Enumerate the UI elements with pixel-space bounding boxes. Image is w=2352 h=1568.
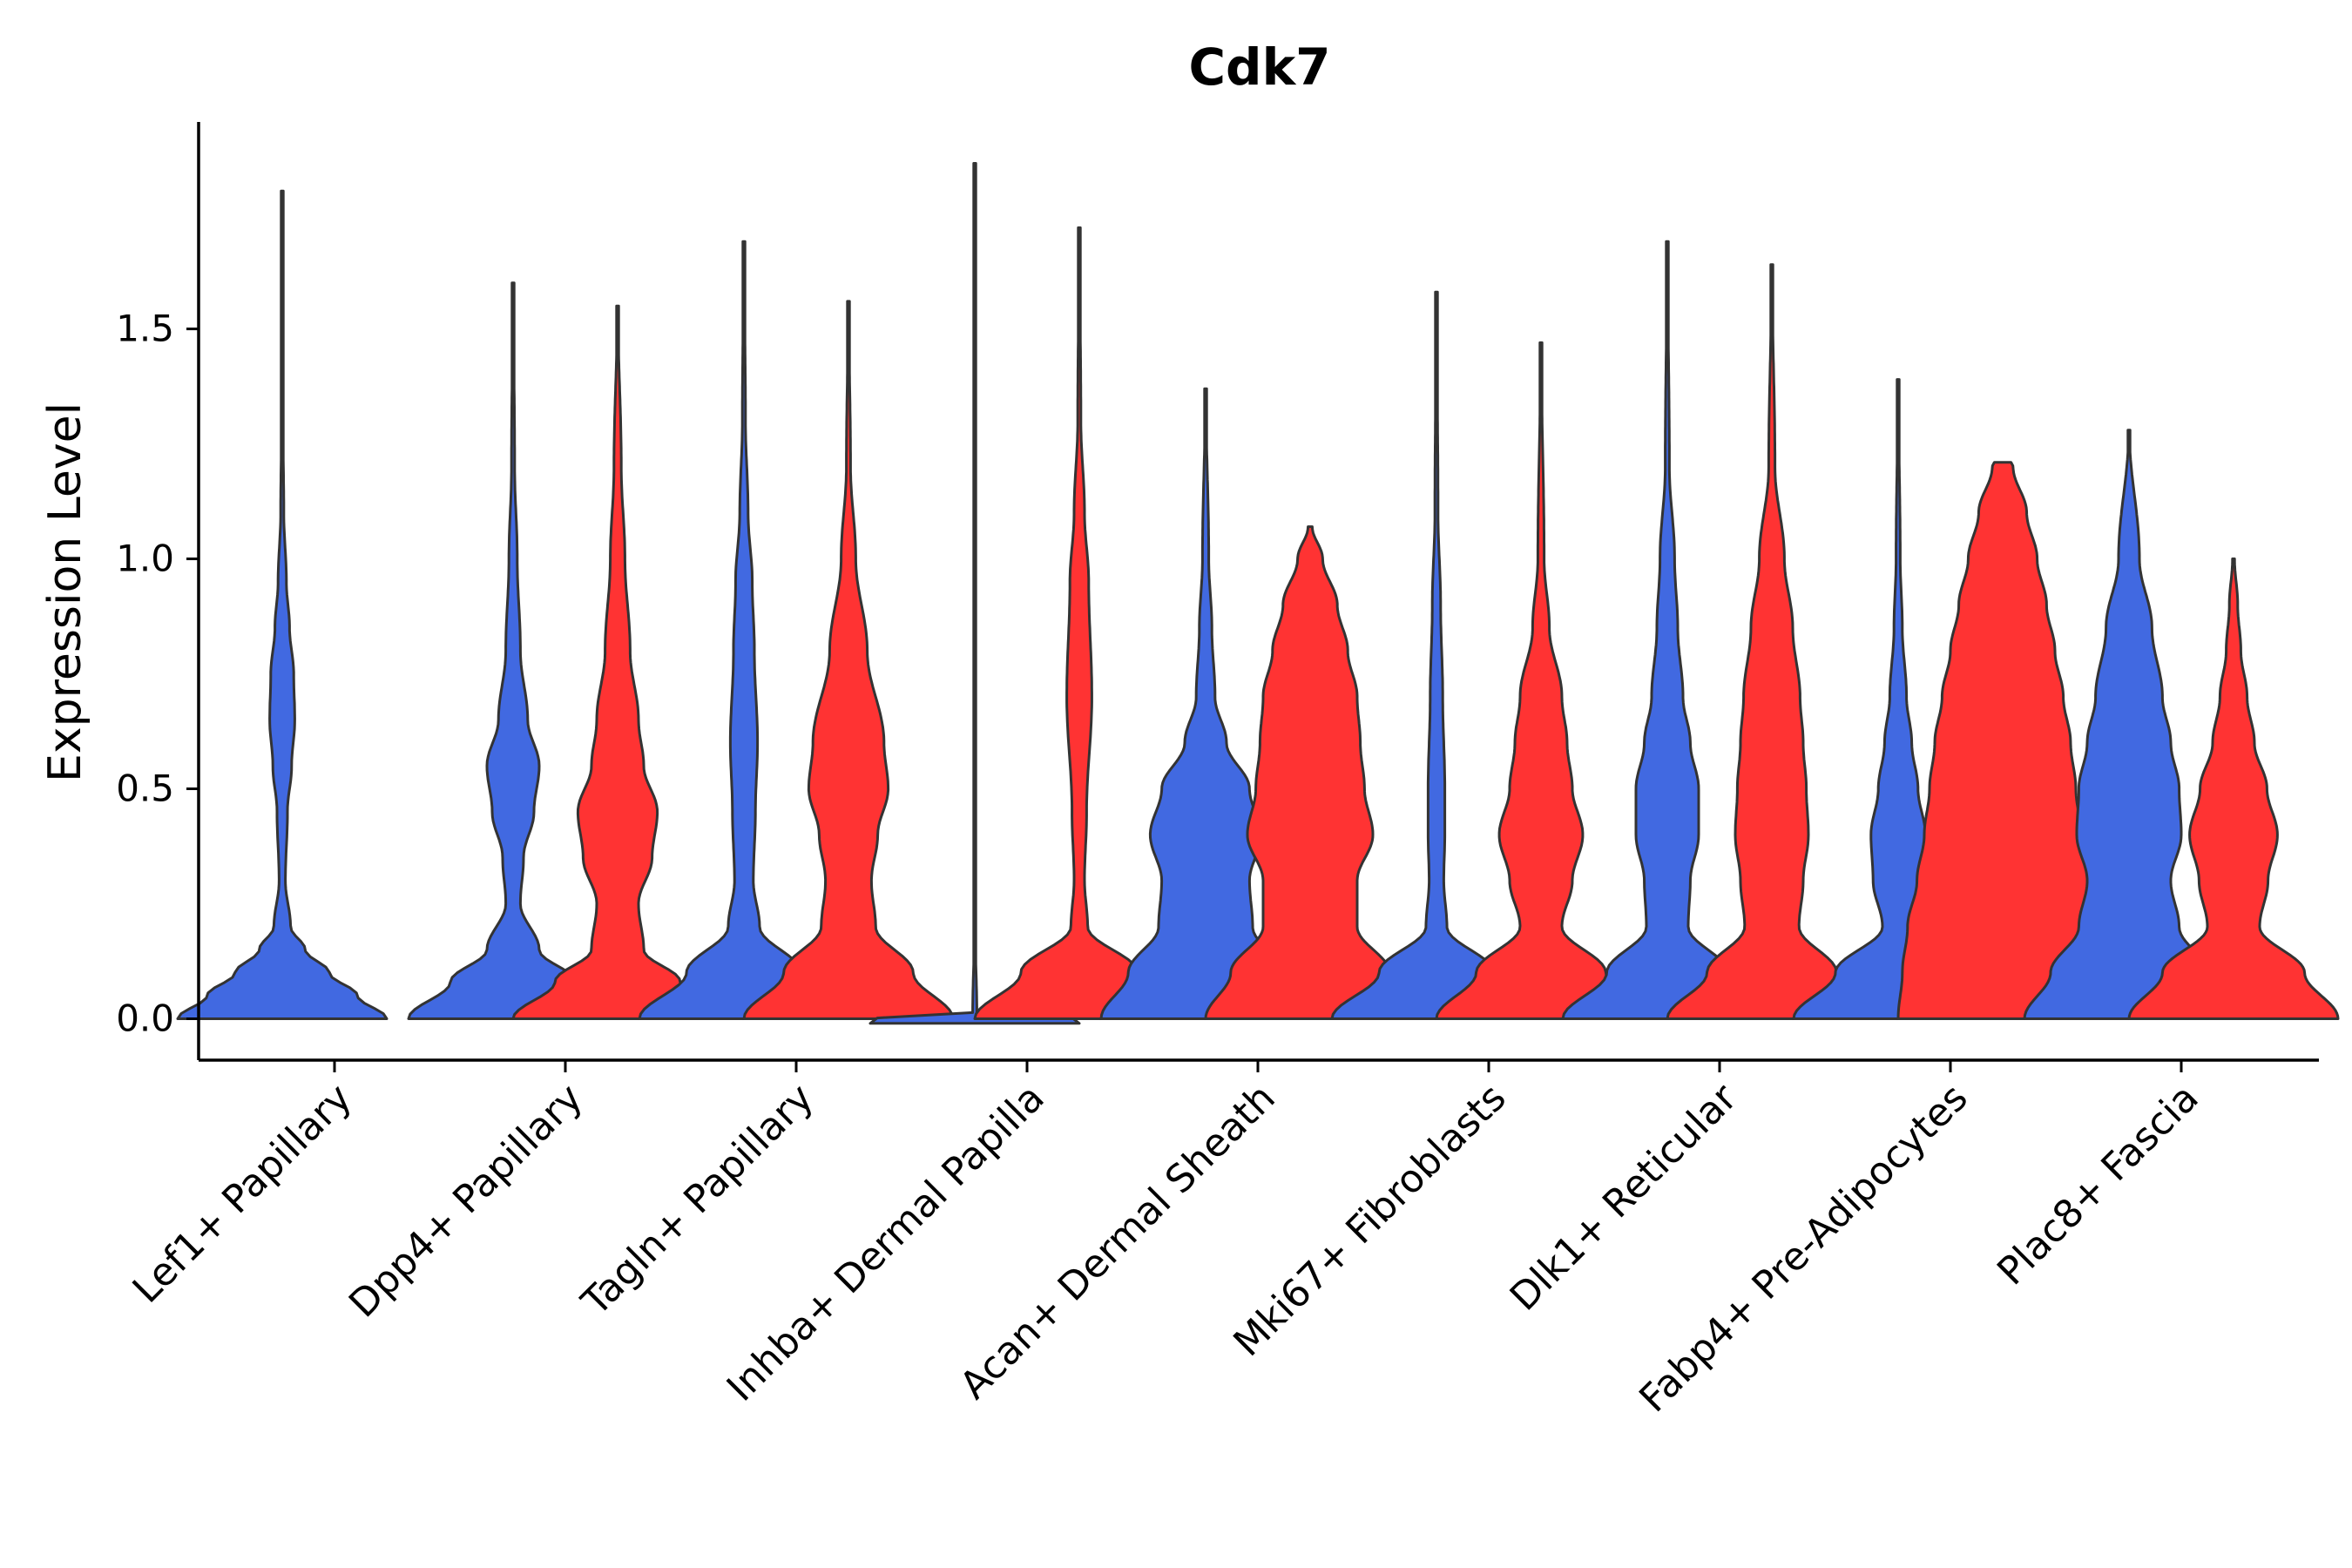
violin-lef1-papillary-1 <box>176 189 389 1020</box>
violin-acan-dermal-sheath-2 <box>1204 525 1416 1020</box>
chart-title: Cdk7 <box>1188 37 1330 97</box>
violin-inhba-dermal-papilla-2 <box>973 226 1186 1020</box>
violin-mki67-fibroblasts-2 <box>1435 341 1647 1020</box>
y-tick-label: 1.0 <box>116 537 174 580</box>
x-tick-label-dlk1-reticular: Dlk1+ Reticular <box>1502 1075 1747 1320</box>
violin-dlk1-reticular-2 <box>1666 263 1878 1020</box>
violin-mki67-fibroblasts-1 <box>1330 290 1543 1020</box>
violin-inhba-dermal-papilla-1 <box>868 162 1081 1025</box>
violin-dpp4-papillary-2 <box>511 304 724 1020</box>
y-tick-label: 0.5 <box>116 767 174 810</box>
violin-tagln-papillary-2 <box>742 300 955 1020</box>
y-tick-label: 1.5 <box>116 308 174 350</box>
violin-fabp4-pre-adipocytes-1 <box>1792 378 2004 1020</box>
violin-plac8-fascia-1 <box>2023 429 2235 1020</box>
x-tick-label-tagln-papillary: Tagln+ Papillary <box>573 1076 822 1325</box>
x-tick-label-lef1-papillary: Lef1+ Papillary <box>125 1076 361 1312</box>
violin-dlk1-reticular-1 <box>1561 240 1774 1020</box>
x-tick-label-dpp4-papillary: Dpp4+ Papillary <box>341 1076 591 1327</box>
y-axis-label: Expression Level <box>39 402 91 782</box>
violin-group <box>176 162 2340 1025</box>
y-tick-label: 0.0 <box>116 997 174 1039</box>
violin-tagln-papillary-1 <box>638 240 850 1020</box>
violin-plac8-fascia-2 <box>2127 558 2340 1020</box>
violin-dpp4-papillary-1 <box>407 281 619 1020</box>
x-tick-label-plac8-fascia: Plac8+ Fascia <box>1989 1076 2207 1294</box>
y-ticks: 0.0 0.5 1.0 1.5 <box>116 308 199 1039</box>
